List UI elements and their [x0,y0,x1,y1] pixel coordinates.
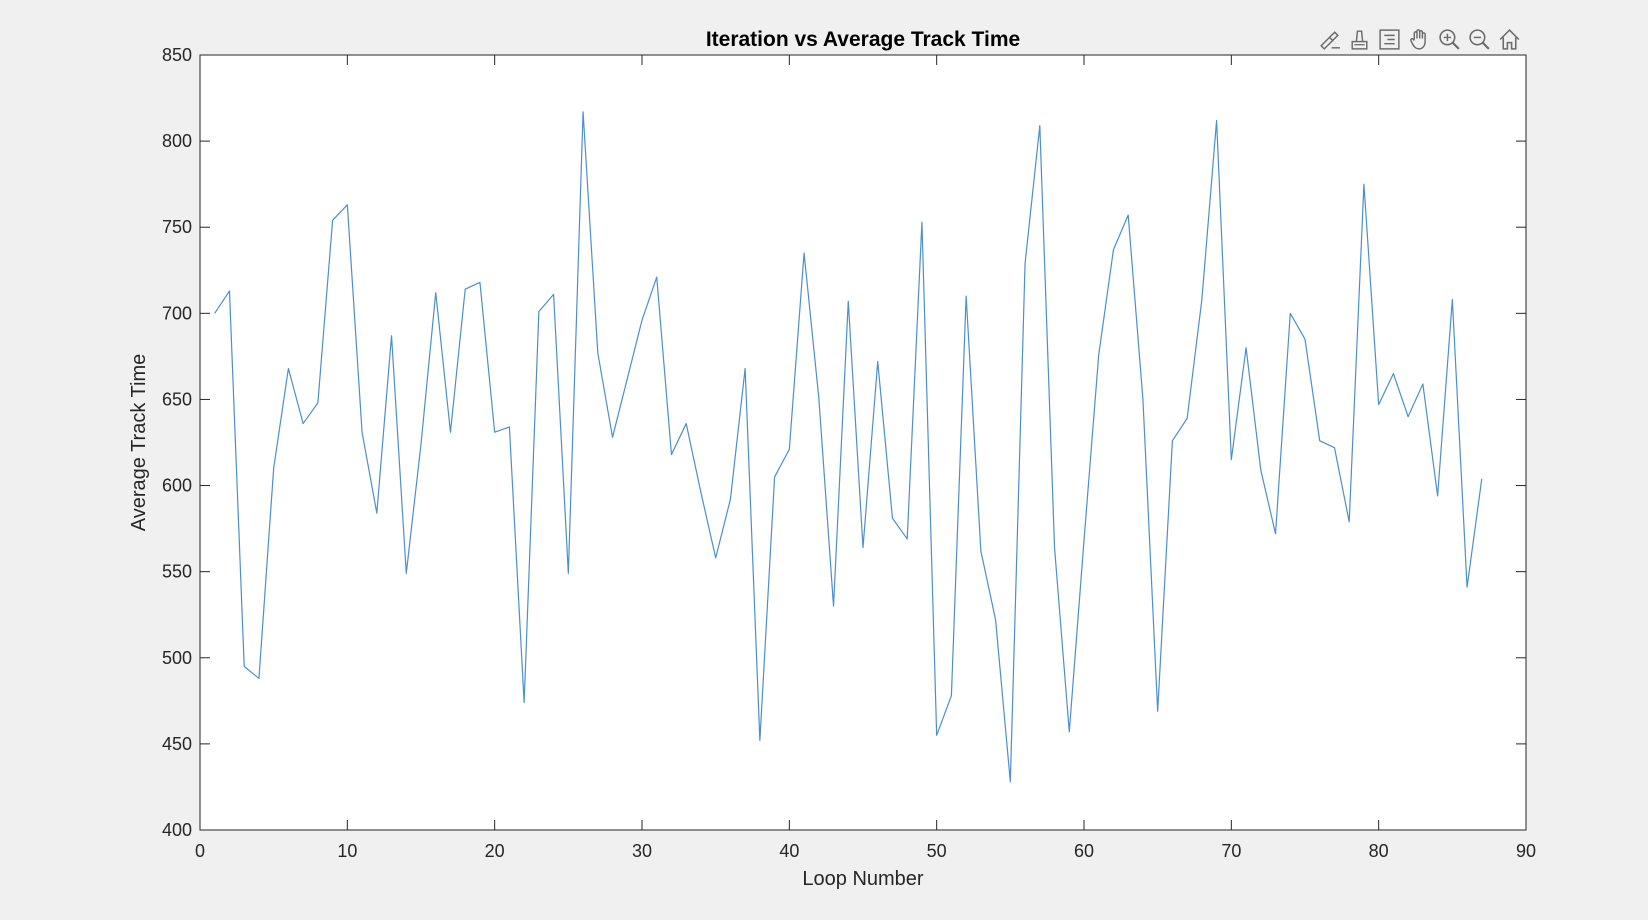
zoom-out-icon[interactable] [1466,26,1493,53]
y-tick-label: 850 [162,45,192,65]
axes-frame [199,54,1527,831]
x-tick-label: 0 [195,841,205,861]
y-axis-ticks: 400 450 500 550 600 650 700 750 800 850 [162,45,1526,840]
zoom-in-icon[interactable] [1436,26,1463,53]
x-tick-label: 40 [779,841,799,861]
y-tick-label: 700 [162,303,192,323]
x-axis-label: Loop Number [802,868,924,890]
home-icon[interactable] [1496,26,1523,53]
series-line [214,111,1483,783]
y-tick-label: 550 [162,562,192,582]
plot-area [200,55,1526,830]
x-axis-ticks: 0 10 20 30 40 50 60 70 80 90 [195,55,1536,861]
x-tick-label: 10 [337,841,357,861]
x-tick-label: 20 [485,841,505,861]
x-tick-label: 70 [1221,841,1241,861]
data-layer [214,111,1483,783]
pan-hand-icon[interactable] [1406,26,1433,53]
x-tick-label: 60 [1074,841,1094,861]
x-tick-label: 50 [927,841,947,861]
x-tick-label: 90 [1516,841,1536,861]
data-tips-icon[interactable] [1346,26,1373,53]
axes-background [200,55,1526,830]
y-tick-label: 650 [162,389,192,409]
y-tick-label: 750 [162,217,192,237]
y-tick-label: 450 [162,734,192,754]
x-tick-label: 30 [632,841,652,861]
axes-box [199,54,1527,831]
y-tick-label: 800 [162,131,192,151]
axes-toolbar [1316,24,1530,54]
y-tick-label: 400 [162,820,192,840]
chart-title: Iteration vs Average Track Time [706,28,1020,51]
y-tick-label: 500 [162,648,192,668]
x-tick-label: 80 [1369,841,1389,861]
y-tick-label: 600 [162,476,192,496]
legend-icon[interactable] [1376,26,1403,53]
y-axis-label: Average Track Time [128,354,150,531]
brush-edit-icon[interactable] [1316,26,1343,53]
